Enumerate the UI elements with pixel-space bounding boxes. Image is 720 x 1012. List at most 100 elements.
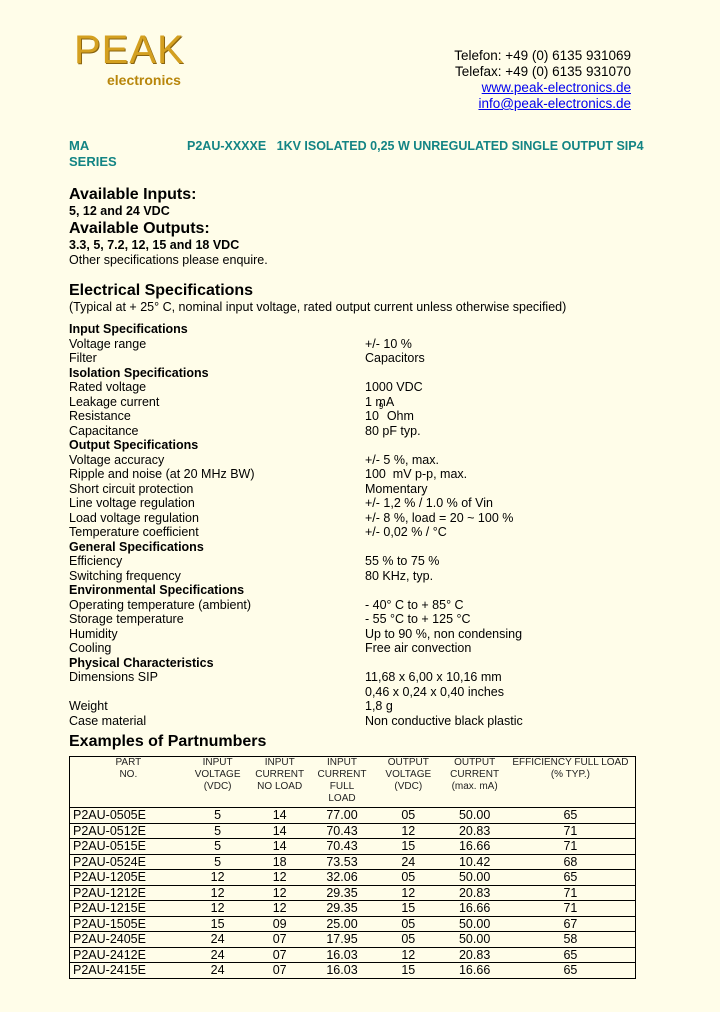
spec-value-text: 1,8 g [365,699,393,713]
column-header: INPUT VOLTAGE (VDC) [194,757,241,792]
table-cell: 12 [373,884,444,901]
spec-value: Up to 90 %, non condensing [365,627,522,642]
table-cell: 10.42 [443,853,506,870]
spec-label: Ripple and noise (at 20 MHz BW) [69,467,255,481]
table-cell: 05 [373,931,444,947]
electrical-section: Electrical Specifications (Typical at + … [69,281,566,315]
spec-label: Switching frequency [69,568,181,583]
spec-label: Rated voltage [69,380,147,394]
spec-value-text: 10 [365,409,379,423]
spec-value: Momentary [365,482,428,497]
table-cell: 12 [373,946,444,963]
table-cell: 77.00 [310,807,374,823]
table-cell: 16.66 [443,962,506,978]
table-cell: 12 [248,900,311,916]
contact-block: Telefon: +49 (0) 6135 931069 Telefax: +4… [454,48,631,112]
table-cell: 5 [186,807,249,823]
electrical-note: (Typical at + 25° C, nominal input volta… [69,300,567,314]
table-cell: P2AU-1215E [69,900,187,916]
series-label: MA SERIES [69,138,117,170]
table-cell: 16.03 [310,946,374,963]
table-row: P2AU-1215E 12 12 29.35 15 16.66 71 [69,900,636,916]
spec-row: Rated voltage 1000 VDC [69,380,423,395]
table-cell: P2AU-1212E [69,884,187,901]
table-cell: P2AU-0515E [69,838,187,854]
product-title: P2AU-XXXXE 1KV ISOLATED 0,25 W UNREGULAT… [187,139,644,153]
spec-row: Voltage range +/- 10 % [69,337,412,352]
spec-value-text: Non conductive black plastic [365,713,523,728]
spec-value-text: 11,68 x 6,00 x 10,16 mm [365,670,502,684]
spec-label: Line voltage regulation [69,496,195,510]
spec-row: Humidity Up to 90 %, non condensing [69,626,522,642]
spec-section-heading: General Specifications [69,539,204,554]
spec-section-heading: Environmental Specifications [69,583,245,597]
spec-label: Humidity [69,626,118,641]
inputs-heading: Available Inputs: [69,186,197,203]
table-cell: 70.43 [310,838,374,854]
spec-value-text: 80 pF typ. [365,423,421,438]
spec-row: Cooling Free air convection [69,641,471,656]
table-cell: 18 [248,853,311,870]
spec-section-heading: Isolation Specifications [69,365,209,380]
spec-row: Filter Capacitors [69,351,425,366]
table-cell: P2AU-0512E [69,822,187,839]
table-cell: 29.35 [310,884,374,901]
table-cell: 16.03 [310,962,374,978]
table-cell: P2AU-0505E [69,807,187,823]
spec-value: +/- 0,02 % / °C [365,525,447,540]
table-cell: 12 [373,822,444,839]
spec-value-text: +/- 0,02 % / °C [365,525,447,539]
outputs-values: 3.3, 5, 7.2, 12, 15 and 18 VDC [69,238,240,252]
website-link[interactable]: www.peak-electronics.de [481,80,631,95]
table-row: P2AU-0524E 5 18 73.53 24 10.42 68 [69,853,636,870]
table-cell: 71 [505,822,636,839]
spec-row: Short circuit protection Momentary [69,482,428,497]
spec-value: +/- 10 % [365,337,412,352]
table-cell: 07 [248,946,311,963]
table-row: P2AU-1205E 12 12 32.06 05 50.00 65 [69,869,636,885]
table-cell: 68 [505,853,636,870]
table-row: P2AU-2415E 24 07 16.03 15 16.66 65 [69,962,636,978]
spec-label: Load voltage regulation [69,510,199,525]
table-row: P2AU-2405E 24 07 17.95 05 50.00 58 [69,931,636,947]
table-cell: 15 [186,915,249,932]
spec-label: Case material [69,713,147,728]
spec-value-text: 0,46 x 0,24 x 0,40 inches [365,684,504,699]
table-cell: 12 [248,869,311,885]
table-cell: 65 [505,946,636,963]
table-cell: 25.00 [310,915,374,932]
spec-value: 55 % to 75 % [365,554,439,569]
inputs-values: 5, 12 and 24 VDC [69,204,170,218]
table-cell: 29.35 [310,900,374,916]
spec-row: Efficiency 55 % to 75 % [69,554,439,569]
column-header: OUTPUT VOLTAGE (VDC) [385,757,432,792]
table-cell: 14 [248,807,311,823]
table-cell: 71 [505,838,636,854]
spec-label: Operating temperature (ambient) [69,597,252,612]
table-cell: P2AU-0524E [69,853,187,870]
spec-value-text: 80 KHz, typ. [365,568,434,583]
spec-value: 11,68 x 6,00 x 10,16 mm [365,670,502,685]
spec-row: Operating temperature (ambient) - 40° C t… [69,597,464,613]
email-link[interactable]: info@peak-electronics.de [478,96,631,111]
spec-section-heading: Physical Characteristics [69,655,214,670]
table-cell: 65 [505,807,636,823]
logo: PEAK [74,28,185,72]
spec-row: Storage temperature - 55 °C to + 125 °C [69,612,471,627]
spec-value: Free air convection [365,641,471,656]
table-cell: 05 [373,915,444,932]
table-cell: 5 [186,853,249,870]
spec-label: Storage temperature [69,612,184,626]
spec-label: Resistance [69,409,131,423]
table-cell: P2AU-1505E [69,915,187,932]
series-line1: MA [69,138,90,153]
table-cell: 12 [186,884,249,901]
spec-section-heading: Input Specifications [69,322,188,336]
spec-label: Weight [69,699,108,713]
table-cell: 24 [186,946,249,963]
table-cell: 71 [505,884,636,901]
spec-value: 100 mV p-p, max. [365,467,467,482]
spec-value: +/- 5 %, max. [365,453,439,468]
column-header: OUTPUT CURRENT (max. mA) [450,757,500,792]
spec-row: 0,46 x 0,24 x 0,40 inches [69,685,504,700]
